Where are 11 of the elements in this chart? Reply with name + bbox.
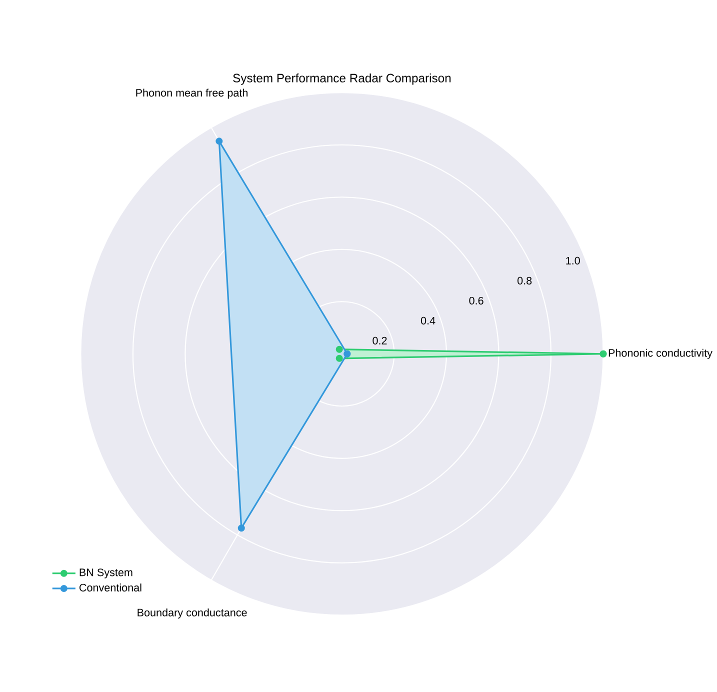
y-tick-label: 0.2 [372, 337, 387, 345]
spoke-label: Phononic conductivity [608, 349, 712, 360]
legend-label: BN System [80, 568, 132, 579]
spoke-label: Phonon mean free path [136, 88, 248, 99]
y-tick-label: 1.0 [566, 257, 580, 265]
legend-label: Conventional [79, 584, 142, 592]
y-tick-label: 0.8 [517, 277, 532, 285]
y-tick-label: 0.6 [469, 297, 484, 305]
y-tick-label: 0.4 [420, 317, 436, 325]
chart-title: System Performance Radar Comparison [233, 74, 451, 85]
spoke-label: Boundary conductance [138, 608, 247, 619]
